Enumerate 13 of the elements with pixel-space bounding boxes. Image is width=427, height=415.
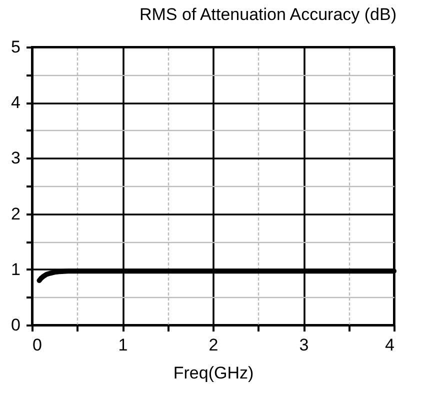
x-tick-label: 0 bbox=[32, 336, 42, 354]
x-tick-label: 3 bbox=[299, 336, 309, 354]
y-tick-label: 2 bbox=[11, 204, 20, 224]
x-axis-title: Freq(GHz) bbox=[173, 364, 254, 382]
y-tick-label: 0 bbox=[11, 316, 20, 334]
y-tick-label: 3 bbox=[11, 148, 20, 168]
x-tick-label: 2 bbox=[208, 336, 218, 354]
x-tick-label: 4 bbox=[385, 336, 394, 354]
y-tick-label: 5 bbox=[11, 38, 20, 56]
y-tick-label: 1 bbox=[11, 260, 20, 279]
chart-title: RMS of Attenuation Accuracy (dB) bbox=[139, 5, 396, 24]
x-tick-label: 1 bbox=[118, 336, 128, 354]
y-tick-label: 4 bbox=[11, 93, 20, 112]
